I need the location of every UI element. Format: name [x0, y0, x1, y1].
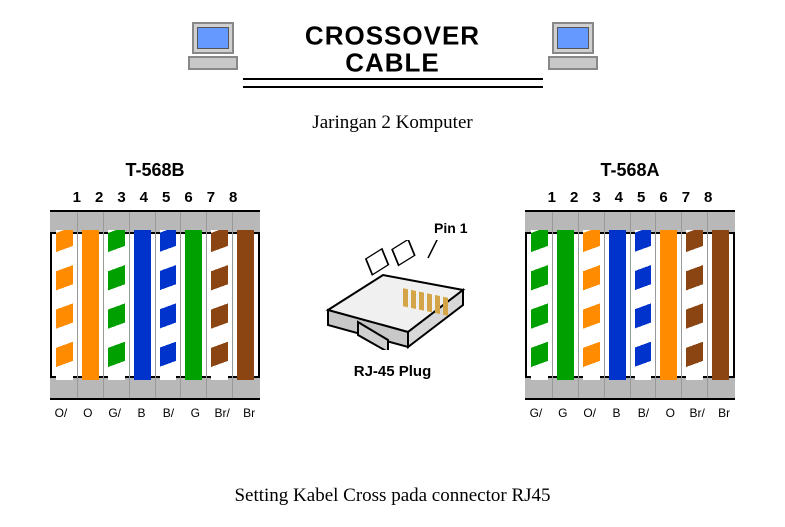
pin-numbers-right: 12345678: [515, 189, 745, 206]
subtitle: Jaringan 2 Komputer: [0, 112, 785, 134]
wire-label: O/: [579, 406, 601, 420]
header-title: CROSSOVER CABLE: [305, 23, 480, 78]
cable-line: [243, 78, 543, 88]
wire-label: Br/: [686, 406, 708, 420]
wire-label: B/: [158, 406, 180, 420]
pin-number: 4: [615, 189, 623, 206]
wire: [708, 212, 733, 398]
pin-number: 5: [162, 189, 170, 206]
computer-left-icon: [188, 22, 238, 77]
wire: [156, 212, 182, 398]
title-line-1: CROSSOVER: [305, 21, 480, 51]
wire: [130, 212, 156, 398]
wire: [605, 212, 631, 398]
pin-number: 8: [704, 189, 712, 206]
wire: [527, 212, 553, 398]
title-line-2: CABLE: [345, 48, 440, 78]
wire-labels-right: G/G O/B B/O Br/Br: [525, 406, 735, 420]
pin-number: 4: [140, 189, 148, 206]
wire-label: O: [77, 406, 99, 420]
pin-number: 2: [570, 189, 578, 206]
pin-number: 3: [592, 189, 600, 206]
wire-label: Br: [713, 406, 735, 420]
wire: [181, 212, 207, 398]
wire: [78, 212, 104, 398]
wire: [233, 212, 258, 398]
wire-label: B/: [633, 406, 655, 420]
wire: [656, 212, 682, 398]
wire-label: G/: [525, 406, 547, 420]
wire-label: B: [606, 406, 628, 420]
connector-title-right: T-568A: [515, 160, 745, 181]
pin-number: 1: [73, 189, 81, 206]
wire-label: B: [131, 406, 153, 420]
wire: [52, 212, 78, 398]
pin-number: 1: [548, 189, 556, 206]
pin-number: 7: [207, 189, 215, 206]
wire-label: G/: [104, 406, 126, 420]
rj45-plug-diagram: Pin 1 RJ-45 Plug: [308, 240, 478, 380]
connector-title-left: T-568B: [40, 160, 270, 181]
wire-label: O: [659, 406, 681, 420]
footer-caption: Setting Kabel Cross pada connector RJ45: [0, 485, 785, 507]
wire: [207, 212, 233, 398]
wire-label: G: [184, 406, 206, 420]
wire-label: Br/: [211, 406, 233, 420]
rj45-caption: RJ-45 Plug: [308, 363, 478, 380]
rj45-plug-icon: [308, 240, 478, 350]
wire-box-right: [525, 210, 735, 400]
pin-number: 7: [682, 189, 690, 206]
wire-label: O/: [50, 406, 72, 420]
header-banner: CROSSOVER CABLE: [188, 10, 598, 90]
wire-label: Br: [238, 406, 260, 420]
wire-labels-left: O/O G/B B/G Br/Br: [50, 406, 260, 420]
wire: [682, 212, 708, 398]
connector-t568a: T-568A 12345678 G/G O/B B/O Br/Br: [515, 160, 745, 420]
pin-number: 2: [95, 189, 103, 206]
pin-number: 8: [229, 189, 237, 206]
pin-number: 5: [637, 189, 645, 206]
pin-number: 3: [117, 189, 125, 206]
pin-numbers-left: 12345678: [40, 189, 270, 206]
wire: [631, 212, 657, 398]
wire-label: G: [552, 406, 574, 420]
wire: [553, 212, 579, 398]
pin-number: 6: [659, 189, 667, 206]
pin1-label: Pin 1: [434, 220, 467, 236]
connector-t568b: T-568B 12345678 O/O G/B B/G Br/Br: [40, 160, 270, 420]
wire: [579, 212, 605, 398]
wire: [104, 212, 130, 398]
wire-box-left: [50, 210, 260, 400]
pin-number: 6: [184, 189, 192, 206]
computer-right-icon: [548, 22, 598, 77]
